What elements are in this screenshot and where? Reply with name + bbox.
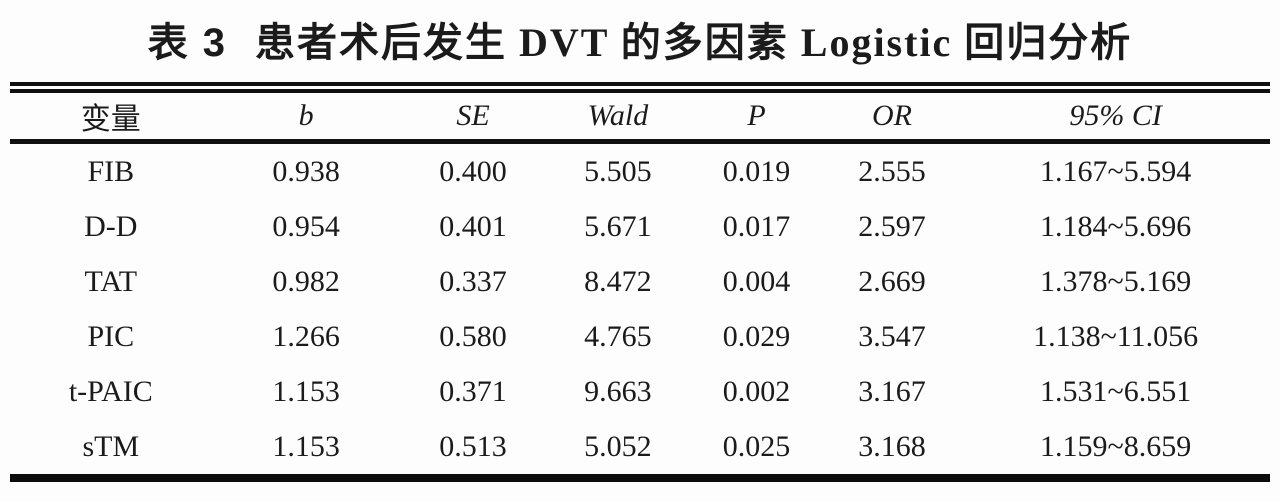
cell-wald: 9.663 [584, 374, 652, 408]
cell-p: 0.004 [722, 264, 791, 298]
cell-variable: FIB [87, 154, 135, 188]
cell-b: 0.982 [272, 264, 340, 298]
cell-or: 2.597 [858, 209, 926, 243]
cell-wald: 5.052 [584, 429, 652, 463]
cell-p: 0.002 [722, 374, 791, 408]
table-header-row: 变量 b SE Wald P OR 95% CI [10, 93, 1270, 139]
cell-se: 0.580 [439, 319, 507, 353]
cell-ci: 1.531~6.551 [1040, 374, 1192, 408]
cell-p: 0.029 [722, 319, 791, 353]
cell-p: 0.025 [722, 429, 791, 463]
table-row-stm: sTM 1.153 0.513 5.052 0.025 3.168 1.159~… [10, 419, 1270, 474]
table-title: 表 3 患者术后发生 DVT 的多因素 Logistic 回归分析 [0, 0, 1280, 82]
cell-ci: 1.184~5.696 [1040, 209, 1192, 243]
cell-b: 1.153 [272, 374, 340, 408]
cell-p: 0.017 [722, 209, 791, 243]
cell-ci: 1.378~5.169 [1040, 264, 1192, 298]
cell-variable: sTM [82, 429, 140, 463]
column-header-p: P [747, 99, 766, 132]
header-separator-rule [10, 139, 1270, 144]
cell-b: 1.153 [272, 429, 340, 463]
cell-se: 0.401 [439, 209, 507, 243]
cell-se: 0.371 [439, 374, 507, 408]
table-row-pic: PIC 1.266 0.580 4.765 0.029 3.547 1.138~… [10, 309, 1270, 364]
cell-variable: PIC [87, 319, 135, 353]
cell-se: 0.337 [439, 264, 507, 298]
column-header-wald: Wald [587, 99, 649, 132]
cell-variable: TAT [84, 264, 138, 298]
cell-b: 0.954 [272, 209, 340, 243]
cell-wald: 8.472 [584, 264, 652, 298]
cell-wald: 5.505 [584, 154, 652, 188]
cell-ci: 1.159~8.659 [1040, 429, 1192, 463]
cell-ci: 1.167~5.594 [1040, 154, 1192, 188]
table-row-tat: TAT 0.982 0.337 8.472 0.004 2.669 1.378~… [10, 254, 1270, 309]
column-header-b: b [298, 99, 314, 132]
cell-p: 0.019 [722, 154, 791, 188]
column-header-or: OR [871, 99, 912, 132]
cell-b: 1.266 [272, 319, 340, 353]
cell-or: 3.168 [858, 429, 926, 463]
table-row-dd: D-D 0.954 0.401 5.671 0.017 2.597 1.184~… [10, 199, 1270, 254]
table-title-text: 患者术后发生 DVT 的多因素 Logistic 回归分析 [255, 20, 1133, 65]
cell-se: 0.400 [439, 154, 507, 188]
cell-or: 3.547 [858, 319, 926, 353]
bottom-rule [10, 474, 1270, 482]
logistic-regression-table: 变量 b SE Wald P OR 95% CI [10, 93, 1270, 139]
cell-or: 2.555 [858, 154, 926, 188]
top-double-rule [10, 82, 1270, 93]
cell-ci: 1.138~11.056 [1033, 319, 1199, 353]
column-header-se: SE [456, 99, 490, 132]
cell-b: 0.938 [272, 154, 340, 188]
table-row-fib: FIB 0.938 0.400 5.505 0.019 2.555 1.167~… [10, 144, 1270, 199]
cell-or: 2.669 [858, 264, 926, 298]
cell-se: 0.513 [439, 429, 507, 463]
cell-wald: 4.765 [584, 319, 652, 353]
cell-or: 3.167 [858, 374, 926, 408]
cell-variable: D-D [84, 209, 138, 243]
logistic-regression-table-body: FIB 0.938 0.400 5.505 0.019 2.555 1.167~… [10, 144, 1270, 474]
table-container: 变量 b SE Wald P OR 95% CI FIB 0.938 0.4 [10, 82, 1270, 482]
cell-wald: 5.671 [584, 209, 652, 243]
column-header-ci: 95% CI [1069, 99, 1162, 132]
table-number-label: 表 3 [147, 21, 228, 65]
table-row-tpaic: t-PAIC 1.153 0.371 9.663 0.002 3.167 1.5… [10, 364, 1270, 419]
cell-variable: t-PAIC [68, 374, 153, 408]
column-header-variable: 变量 [80, 103, 141, 136]
